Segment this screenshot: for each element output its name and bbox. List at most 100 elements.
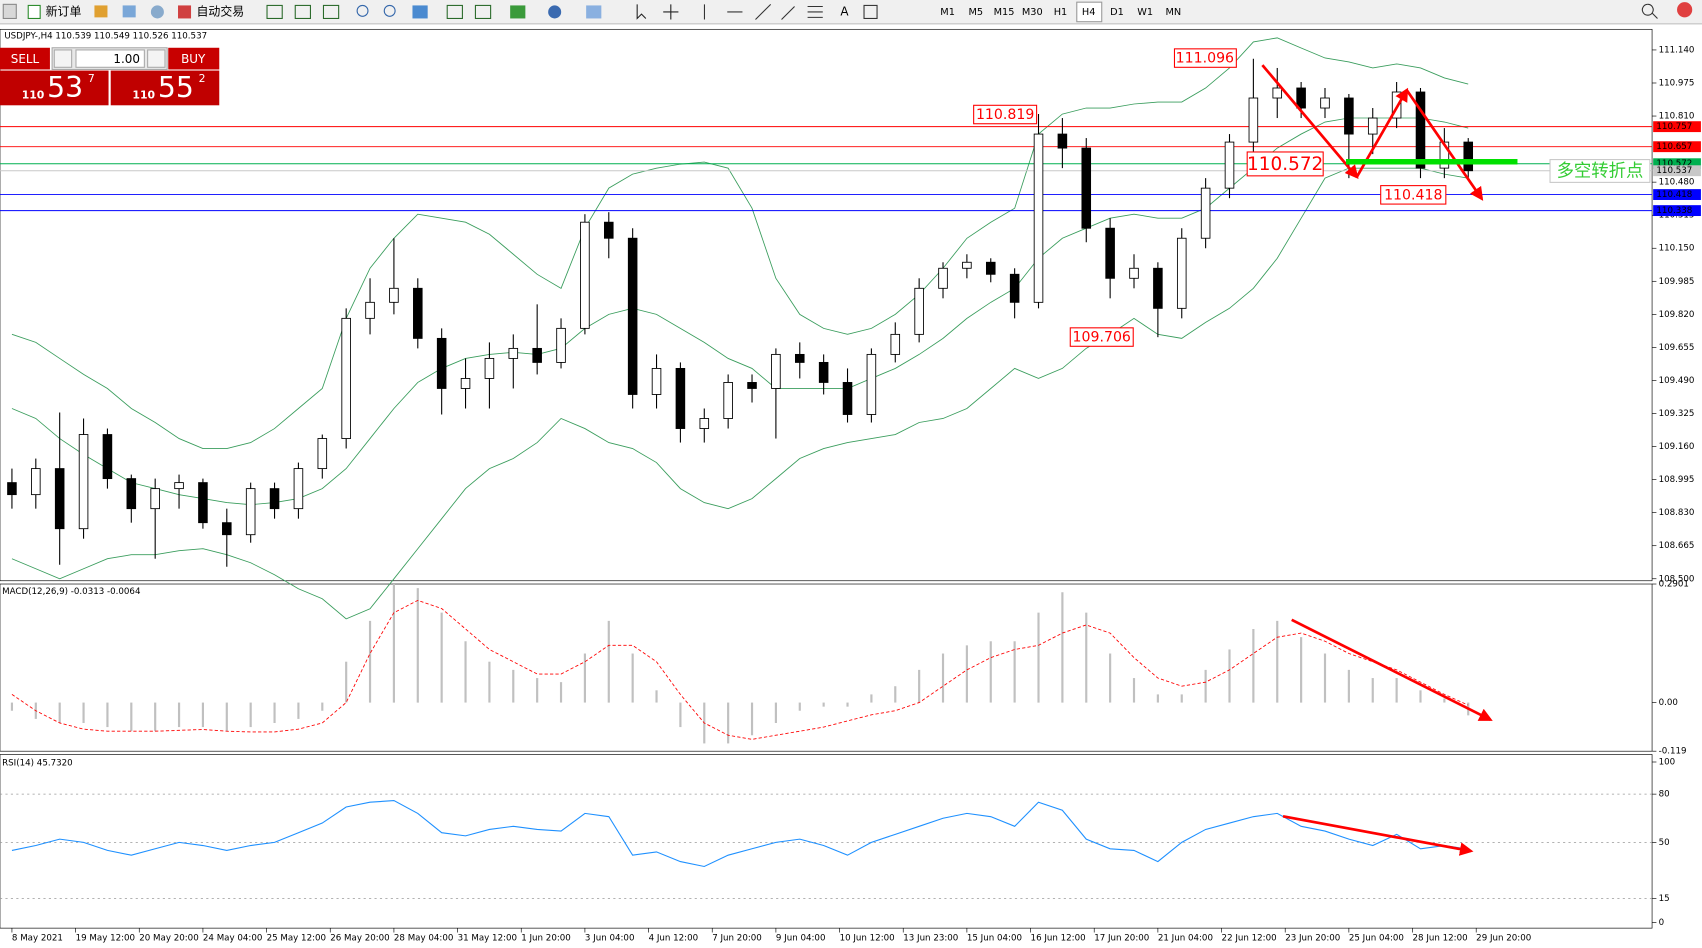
y-tick-label: 111.140	[1659, 45, 1695, 55]
buy-label[interactable]: BUY	[181, 52, 206, 66]
candle-body	[126, 478, 137, 510]
label-tool[interactable]	[863, 4, 878, 19]
timeframe[interactable]: W1	[1137, 7, 1153, 18]
x-tick-label: 17 Jun 20:00	[1094, 933, 1149, 943]
lot-value[interactable]: 1.00	[113, 52, 140, 66]
timeframe[interactable]: H4	[1082, 7, 1096, 18]
candle-body	[102, 434, 113, 480]
price-level-tag	[1653, 141, 1701, 153]
icon[interactable]	[446, 4, 463, 19]
candle-body	[1248, 97, 1259, 143]
candle-body	[1224, 141, 1235, 189]
price-level-label: 110.657	[1656, 142, 1692, 152]
x-tick-label: 8 May 2021	[12, 933, 63, 943]
candle-body	[771, 353, 781, 389]
icon[interactable]	[150, 5, 164, 19]
candle-body	[198, 482, 208, 524]
price-level-tag	[1653, 189, 1701, 200]
candle-body	[1439, 141, 1450, 169]
annotation-box	[973, 104, 1038, 125]
candle-body	[914, 287, 924, 335]
ask-box[interactable]	[110, 70, 220, 106]
bid-big: 110	[22, 89, 45, 102]
icon[interactable]	[294, 4, 311, 19]
x-tick-label: 9 Jun 04:00	[776, 933, 826, 943]
text-tool[interactable]: A	[840, 4, 849, 18]
annotation: 111.096	[1176, 51, 1234, 67]
timeframes: M1 M5 M15 M30 H1 H4 D1 W1 MN	[940, 1, 1182, 23]
annotation: 110.418	[1384, 187, 1442, 203]
candle-body	[150, 488, 160, 510]
timeframe[interactable]: H1	[1054, 7, 1068, 18]
timeframe[interactable]: D1	[1110, 7, 1124, 18]
y-tick-label: 108.500	[1659, 574, 1695, 584]
candle-body	[627, 237, 638, 395]
lot-input[interactable]	[75, 49, 145, 68]
candle-body	[341, 317, 351, 439]
sell-label[interactable]: SELL	[11, 52, 40, 66]
arrow	[1291, 618, 1493, 721]
price-level-label: 110.757	[1656, 122, 1692, 132]
icon[interactable]	[94, 5, 108, 18]
timeframe[interactable]: M5	[969, 7, 984, 18]
arrow	[1405, 89, 1484, 201]
signal-line	[11, 599, 1469, 740]
search[interactable]	[1641, 3, 1658, 19]
lot-up[interactable]	[147, 49, 166, 68]
crosshair[interactable]	[663, 4, 679, 20]
buy-button[interactable]	[168, 47, 220, 70]
bid-box[interactable]	[0, 70, 109, 106]
icon[interactable]	[548, 5, 562, 19]
icon[interactable]	[322, 4, 340, 19]
x-tick-label: 19 May 12:00	[76, 933, 135, 943]
cursor[interactable]	[636, 4, 647, 20]
candle-body	[1057, 133, 1068, 149]
zoom-in[interactable]	[356, 4, 369, 17]
x-tick-label: 16 Jun 12:00	[1031, 933, 1086, 943]
arrow	[1261, 64, 1359, 180]
candle-body	[556, 327, 566, 363]
candle-body	[436, 337, 447, 389]
icon[interactable]	[266, 4, 283, 19]
y-tick-label: 110.150	[1659, 244, 1695, 254]
icon[interactable]	[586, 5, 602, 19]
notifications[interactable]	[1677, 2, 1693, 18]
timeframe[interactable]: M1	[940, 7, 955, 18]
icon[interactable]	[412, 5, 428, 19]
timeframe[interactable]: M30	[1022, 7, 1043, 18]
y-tick-label: 108.665	[1659, 541, 1695, 551]
toolbar-button[interactable]: 新订单	[46, 3, 82, 18]
timeframe[interactable]: MN	[1166, 7, 1182, 18]
bid-pips: 53	[47, 71, 83, 104]
icon[interactable]	[474, 4, 492, 19]
y-tick-label: 109.655	[1659, 343, 1695, 353]
timeframe[interactable]: M15	[994, 7, 1015, 18]
candle-body	[699, 418, 710, 429]
band-lower	[11, 167, 1469, 620]
icon[interactable]	[122, 5, 136, 18]
candle-body	[508, 347, 519, 359]
draw-tools[interactable]	[703, 3, 823, 20]
y-tick-label: 109.325	[1659, 409, 1695, 419]
ask-pips: 55	[158, 71, 194, 104]
y-tick-label: 108.995	[1659, 475, 1695, 485]
candle-body	[651, 367, 662, 395]
lot-down[interactable]	[53, 49, 73, 68]
candle-body	[317, 438, 328, 470]
new-order-icon[interactable]	[27, 4, 41, 19]
sell-button[interactable]	[0, 47, 50, 70]
candle-body	[1463, 141, 1474, 172]
auto-trade-icon[interactable]	[178, 5, 192, 19]
band-upper	[11, 37, 1469, 449]
icon[interactable]	[510, 5, 526, 19]
x-tick-label: 21 Jun 04:00	[1158, 933, 1213, 943]
macd-panel	[0, 583, 1653, 752]
x-tick-label: 22 Jun 12:00	[1222, 933, 1277, 943]
candle-body	[1415, 91, 1426, 169]
candle-body	[818, 361, 829, 383]
zoom-out[interactable]	[383, 4, 396, 17]
candle-body	[1320, 97, 1330, 109]
candle-body	[484, 357, 495, 379]
toolbar-button[interactable]: 自动交易	[196, 3, 244, 18]
